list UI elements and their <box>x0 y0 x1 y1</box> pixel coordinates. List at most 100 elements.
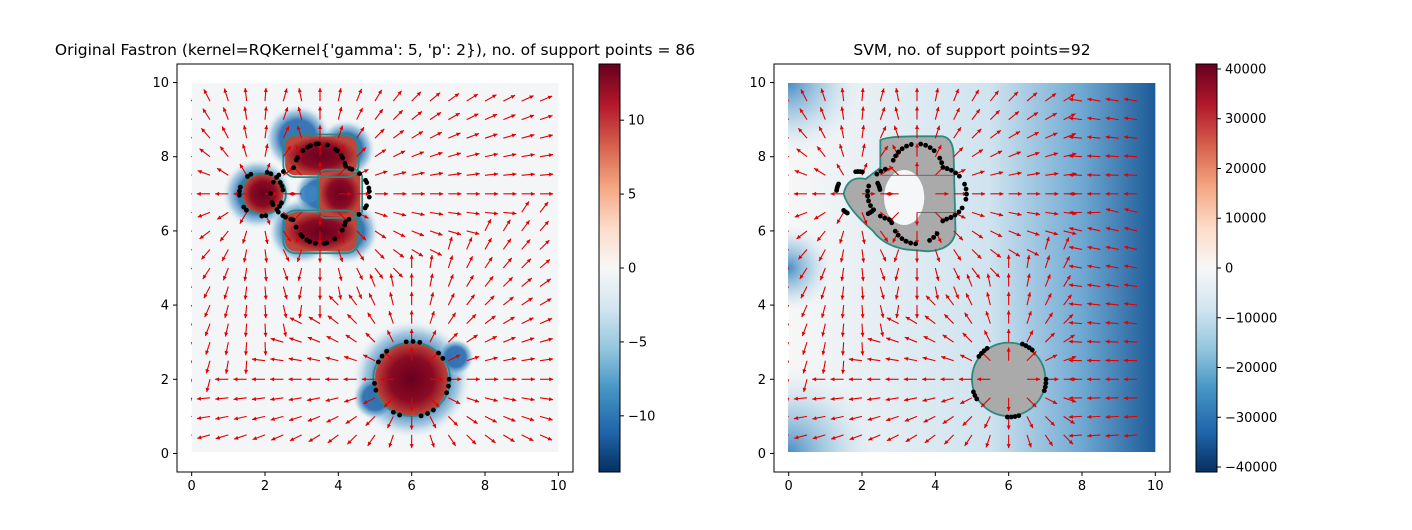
support-point <box>276 172 282 178</box>
support-point <box>893 153 898 159</box>
support-point <box>962 181 967 187</box>
support-points <box>236 141 452 419</box>
support-point <box>372 381 377 386</box>
support-point <box>940 164 946 170</box>
y-tick-label: 4 <box>758 299 766 314</box>
support-point <box>347 166 353 171</box>
axes-frame <box>176 63 574 473</box>
support-point <box>403 339 409 345</box>
support-point <box>444 390 449 396</box>
support-point <box>927 237 932 243</box>
colorbar-tick-label: −10000 <box>1225 311 1277 326</box>
support-point <box>904 143 909 149</box>
support-point <box>373 387 379 393</box>
support-point <box>259 213 265 219</box>
support-point <box>956 209 962 215</box>
colorbar-tick-label: 5 <box>628 188 636 203</box>
support-point <box>859 169 865 175</box>
chart-title: Original Fastron (kernel=RQKernel{'gamma… <box>55 41 695 59</box>
support-point <box>346 216 352 222</box>
support-point <box>332 236 338 242</box>
y-tick-label: 0 <box>758 447 766 462</box>
fastron-panel: Original Fastron (kernel=RQKernel{'gamma… <box>55 41 695 494</box>
x-tick-label: 6 <box>1005 479 1013 494</box>
support-point <box>410 339 416 344</box>
support-point <box>304 237 310 243</box>
support-point <box>948 215 954 220</box>
vector-field <box>191 87 554 449</box>
support-point <box>878 168 884 174</box>
support-point <box>333 146 338 152</box>
colorbar-tick-label: 30000 <box>1225 112 1266 127</box>
support-point <box>868 203 873 209</box>
colorbar-tick-label: 40000 <box>1225 62 1266 77</box>
support-point <box>237 188 242 194</box>
support-point <box>899 146 905 152</box>
support-point <box>908 142 914 147</box>
support-point <box>959 205 965 211</box>
support-point <box>436 350 441 356</box>
support-point <box>1043 380 1049 386</box>
x-tick-label: 4 <box>931 479 939 494</box>
y-tick-label: 2 <box>758 373 766 388</box>
support-point <box>1042 384 1048 390</box>
support-point <box>376 359 381 365</box>
support-point <box>279 200 284 206</box>
heatmap <box>788 83 1156 452</box>
support-point <box>931 234 937 240</box>
support-point <box>340 155 346 161</box>
support-point <box>927 145 933 151</box>
support-point <box>364 203 369 209</box>
support-point <box>237 184 243 190</box>
support-point <box>397 412 402 418</box>
support-point <box>440 355 446 361</box>
support-point <box>290 217 296 223</box>
support-point <box>1029 347 1035 353</box>
support-point <box>241 204 247 210</box>
x-tick-label: 0 <box>785 479 793 494</box>
svm-panel: SVM, no. of support points=92 0 2 4 6 8 10 0 2 4 6… <box>749 41 1171 494</box>
support-point <box>418 413 424 419</box>
colorbar-gradient <box>598 63 621 473</box>
support-point <box>356 212 362 217</box>
x-tick-label: 6 <box>408 479 416 494</box>
support-point <box>964 191 969 197</box>
vector-field <box>788 87 1138 449</box>
chart-title: SVM, no. of support points=92 <box>853 41 1090 59</box>
support-point <box>339 227 345 233</box>
support-point <box>952 212 958 218</box>
y-tick-label: 4 <box>161 299 169 314</box>
support-point <box>908 240 914 246</box>
support-point <box>865 188 871 194</box>
support-point <box>268 171 274 177</box>
support-point <box>379 353 385 359</box>
colorbar-tick-label: 0 <box>628 262 636 277</box>
support-point <box>366 188 372 194</box>
x-tick-label: 8 <box>481 479 489 494</box>
x-tick-label: 10 <box>550 479 567 494</box>
y-tick-label: 0 <box>161 447 169 462</box>
support-point <box>882 166 888 172</box>
support-point <box>971 389 976 395</box>
colorbar-tick-label: 0 <box>1225 262 1233 277</box>
support-point <box>300 148 306 154</box>
support-point <box>313 141 319 147</box>
support-point <box>1008 414 1014 420</box>
support-point <box>342 222 348 228</box>
support-point <box>963 196 969 202</box>
support-point <box>923 142 929 148</box>
support-point <box>1016 413 1022 419</box>
support-point <box>1041 388 1047 394</box>
support-point <box>918 141 924 147</box>
support-point <box>279 183 285 189</box>
support-point <box>308 143 313 149</box>
support-point <box>280 169 286 174</box>
support-point <box>236 192 242 198</box>
obstacle-regions <box>842 135 1047 417</box>
x-tick-label: 2 <box>858 479 866 494</box>
support-point <box>277 180 283 185</box>
support-point <box>866 183 872 189</box>
support-point <box>882 215 888 221</box>
support-point <box>446 376 452 382</box>
